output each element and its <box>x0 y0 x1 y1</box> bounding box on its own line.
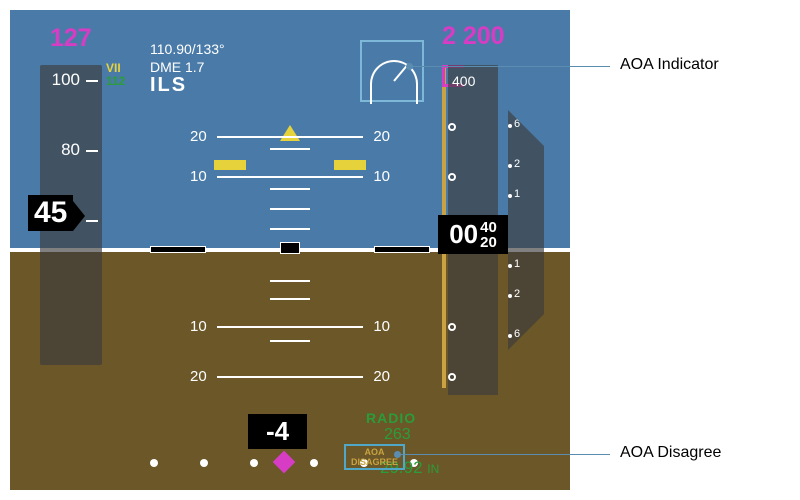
callout-line <box>410 66 610 67</box>
fma-line: 112 <box>106 75 125 88</box>
fma-bugs: VII 112 <box>106 62 125 88</box>
pitch-num: 10 <box>373 168 390 185</box>
alt-dot <box>448 123 456 131</box>
pitch-num: 20 <box>190 128 207 145</box>
callout-aoa-indicator: AOA Indicator <box>620 56 719 74</box>
pitch-num: 20 <box>373 128 390 145</box>
pitch-num: 10 <box>190 318 207 335</box>
radio-alt-label: RADIO <box>366 410 416 426</box>
speed-tick: 80 <box>40 140 80 160</box>
alt-tick: 400 <box>452 73 475 89</box>
selected-altitude: 2 200 <box>442 22 505 51</box>
aircraft-symbol-icon <box>150 242 430 258</box>
alt-roll-digit: 20 <box>480 235 497 250</box>
alt-big-digits: 00 <box>449 219 478 250</box>
alt-dot <box>448 323 456 331</box>
speed-tick: 100 <box>40 70 80 90</box>
alt-dot <box>448 373 456 381</box>
aoa-indicator <box>360 40 424 102</box>
nav-info: 110.90/133° DME 1.7 ILS <box>150 40 225 94</box>
heading-bug-icon <box>273 451 296 474</box>
current-altitude: 00 40 20 <box>438 215 508 254</box>
vsi-tick: 1 <box>514 188 520 200</box>
pitch-num: 10 <box>373 318 390 335</box>
pitch-num: 20 <box>373 368 390 385</box>
nav-frequency: 110.90/133° <box>150 40 225 58</box>
alt-roll-digit: 40 <box>480 220 497 235</box>
current-airspeed: 45 <box>28 195 73 231</box>
vsi-tick: 2 <box>514 158 520 170</box>
vsi-tick: 1 <box>514 258 520 270</box>
vsi-tick: 2 <box>514 288 520 300</box>
nav-mode: ILS <box>150 76 225 94</box>
selected-speed: 127 <box>50 24 92 53</box>
primary-flight-display: 127 100 80 60 45 VII 112 110.90/133° DME… <box>10 10 570 490</box>
vertical-speed-indicator: 6 2 1 1 2 6 <box>508 110 544 350</box>
vsi-tick: 6 <box>514 328 520 340</box>
radio-alt-value: 263 <box>384 426 411 444</box>
pitch-num: 20 <box>190 368 207 385</box>
pitch-num: 10 <box>190 168 207 185</box>
heading-readout: -4 <box>248 414 307 449</box>
callout-line <box>398 454 610 455</box>
callout-aoa-disagree: AOA Disagree <box>620 444 721 462</box>
alt-dot <box>448 173 456 181</box>
